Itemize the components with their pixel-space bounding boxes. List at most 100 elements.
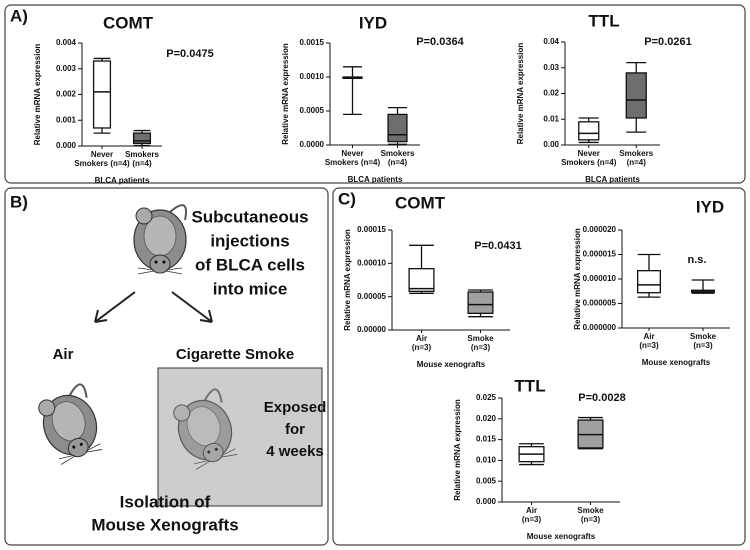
y-tick-label: 0.000005	[583, 299, 617, 308]
panel-frame	[332, 187, 746, 546]
x-axis-label: Mouse xenografts	[417, 360, 486, 369]
chart-title: TTL	[514, 376, 545, 395]
y-tick-label: 0.025	[476, 393, 497, 402]
x-tick-label: Smokers (n=4)	[325, 158, 381, 167]
x-tick-label: Never	[91, 150, 113, 159]
diagram-text: of BLCA cells	[195, 255, 305, 274]
panel-label: C)	[338, 189, 356, 208]
x-tick-label: (n=3)	[639, 341, 659, 350]
box	[387, 113, 408, 143]
chart-title: TTL	[588, 11, 619, 30]
y-tick-label: 0.00010	[357, 258, 386, 267]
y-tick-label: 0.00015	[357, 225, 386, 234]
x-tick-label: Air	[643, 332, 654, 341]
chart-title: COMT	[395, 193, 446, 212]
x-tick-label: (n=3)	[412, 343, 432, 352]
y-tick-label: 0.005	[476, 476, 497, 485]
y-tick-label: 0.0005	[300, 106, 325, 115]
box	[408, 268, 435, 292]
y-tick-label: 0.000010	[583, 274, 617, 283]
y-tick-label: 0.000020	[583, 225, 617, 234]
y-tick-label: 0.004	[56, 38, 77, 47]
x-tick-label: Never	[578, 149, 600, 158]
y-tick-label: 0.000015	[583, 250, 617, 259]
x-tick-label: Smokers (n=4)	[74, 159, 130, 168]
diagram-text: Exposed	[264, 399, 327, 416]
chart-title: IYD	[359, 13, 387, 32]
y-tick-label: 0.002	[56, 90, 77, 99]
diagram-text: 4 weeks	[266, 443, 324, 460]
diagram-text: Mouse Xenografts	[91, 515, 238, 534]
x-tick-label: Smokers	[381, 149, 415, 158]
panel-frame	[4, 4, 746, 184]
diagram-text: Isolation of	[120, 492, 211, 511]
y-tick-label: 0.0015	[300, 38, 325, 47]
box	[625, 72, 647, 119]
annotation: n.s.	[688, 254, 707, 266]
y-tick-label: 0.0010	[300, 72, 325, 81]
x-tick-label: (n=4)	[627, 158, 647, 167]
y-tick-label: 0.000	[56, 141, 77, 150]
annotation: P=0.0364	[416, 36, 464, 48]
mouse-icon	[133, 204, 187, 275]
x-tick-label: Never	[341, 149, 363, 158]
diagram-text: Air	[53, 346, 74, 363]
panel-label: A)	[10, 6, 28, 25]
y-tick-label: 0.00	[543, 140, 559, 149]
y-axis-label: Relative mRNA expression	[516, 43, 525, 145]
x-tick-label: (n=3)	[522, 515, 542, 524]
diagram-text: for	[285, 421, 305, 438]
annotation: P=0.0431	[474, 240, 521, 252]
x-tick-label: Smoke	[467, 334, 494, 343]
x-axis-label: BLCA patients	[348, 175, 403, 184]
annotation: P=0.0028	[578, 392, 625, 404]
arrow	[94, 291, 136, 323]
x-tick-label: Air	[416, 334, 427, 343]
x-axis-label: BLCA patients	[585, 175, 640, 184]
y-axis-label: Relative mRNA expression	[281, 43, 290, 145]
panel-label: B)	[10, 192, 28, 211]
y-tick-label: 0.01	[543, 114, 559, 123]
x-tick-label: Air	[526, 506, 537, 515]
x-axis-label: Mouse xenografts	[527, 532, 596, 541]
diagram-text: Cigarette Smoke	[176, 346, 294, 363]
x-tick-label: Smoke	[690, 332, 717, 341]
x-tick-label: Smokers	[619, 149, 653, 158]
y-tick-label: 0.04	[543, 37, 559, 46]
annotation: P=0.0261	[644, 36, 691, 48]
box	[578, 121, 600, 141]
y-axis-label: Relative mRNA expression	[453, 399, 462, 501]
diagram-text: Subcutaneous	[191, 207, 308, 226]
box	[92, 60, 112, 129]
diagram-text: injections	[210, 231, 289, 250]
x-axis-label: Mouse xenografts	[642, 358, 711, 367]
chart-title: COMT	[103, 13, 154, 32]
panel-frame	[4, 187, 329, 546]
y-tick-label: 0.010	[476, 456, 497, 465]
y-tick-label: 0.00000	[357, 325, 386, 334]
x-tick-label: Smoke	[577, 506, 604, 515]
x-tick-label: (n=3)	[693, 341, 713, 350]
y-tick-label: 0.003	[56, 64, 77, 73]
box	[132, 132, 152, 145]
y-tick-label: 0.015	[476, 435, 497, 444]
annotation: P=0.0475	[166, 48, 213, 60]
y-tick-label: 0.020	[476, 414, 497, 423]
x-tick-label: (n=3)	[471, 343, 491, 352]
y-tick-label: 0.00005	[357, 292, 386, 301]
y-tick-label: 0.001	[56, 115, 77, 124]
x-tick-label: Smokers	[125, 150, 159, 159]
y-tick-label: 0.03	[543, 63, 559, 72]
x-tick-label: Smokers (n=4)	[561, 158, 617, 167]
x-tick-label: (n=4)	[388, 158, 408, 167]
box	[637, 270, 661, 294]
chart-title: IYD	[696, 197, 724, 216]
y-axis-label: Relative mRNA expression	[343, 229, 352, 331]
y-tick-label: 0.0000	[300, 140, 325, 149]
arrow	[171, 291, 213, 323]
y-tick-label: 0.000	[476, 497, 497, 506]
mouse-icon	[32, 382, 108, 467]
y-axis-label: Relative mRNA expression	[573, 228, 582, 330]
box	[467, 291, 494, 314]
